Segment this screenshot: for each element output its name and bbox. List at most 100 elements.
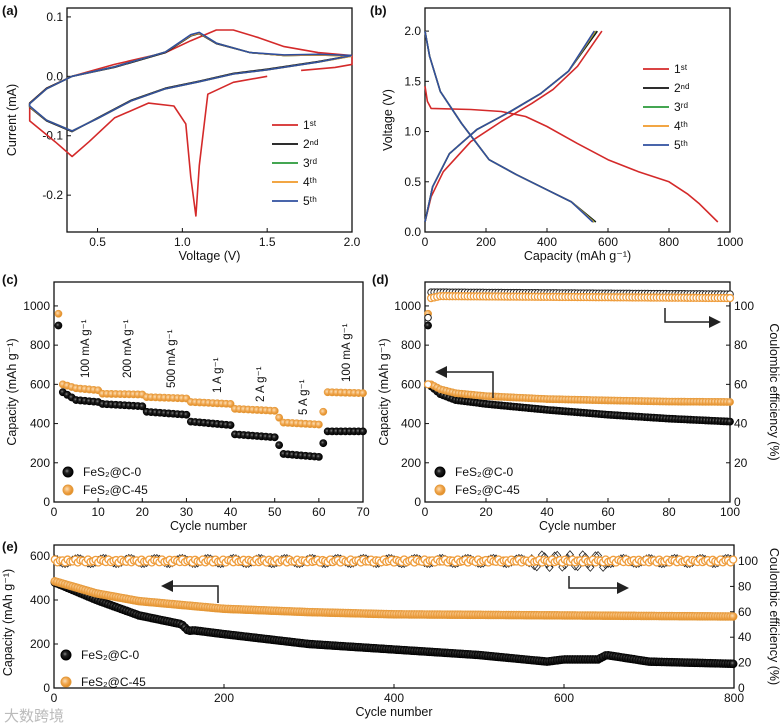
series-line: [424, 30, 596, 223]
data-point: [725, 293, 735, 303]
x-tick-label: 30: [180, 505, 194, 519]
x-tick-label: 600: [598, 235, 618, 249]
y2-tick-label: 60: [738, 605, 752, 619]
series-line: [424, 30, 597, 223]
rate-label: 200 mA g⁻¹: [122, 319, 134, 378]
watermark: 大数跨境: [4, 707, 64, 723]
y-tick-label: 800: [401, 338, 421, 352]
y2-tick-label: 80: [734, 338, 748, 352]
x-tick-label: 100: [720, 505, 740, 519]
legend-label: 2ⁿᵈ: [674, 81, 690, 95]
arrow-left-axis: [161, 580, 219, 603]
x-tick-label: 800: [659, 235, 679, 249]
data-point: [729, 555, 738, 564]
series-line: [424, 30, 603, 223]
legend-label: FeS₂@C-0: [83, 465, 142, 479]
series-line: [424, 86, 719, 223]
series-line: [424, 30, 598, 223]
data-point: [319, 439, 328, 448]
y-tick-label: 200: [30, 637, 50, 651]
y-tick-label: 200: [401, 456, 421, 470]
legend-marker: [434, 466, 446, 478]
x-tick-label: 1000: [717, 235, 744, 249]
x-tick-label: 2.0: [344, 235, 361, 249]
rate-label: 100 mA g⁻¹: [80, 319, 92, 378]
y2-tick-label: 20: [738, 656, 752, 670]
y-tick-label: 400: [401, 417, 421, 431]
legend-label: FeS₂@C-45: [81, 675, 146, 689]
legend-label: 1ˢᵗ: [674, 62, 688, 76]
data-point: [182, 410, 191, 419]
x-tick-label: 0: [51, 505, 58, 519]
x-tick-label: 200: [214, 691, 234, 705]
panel-label-c: (c): [2, 272, 18, 287]
data-point: [319, 407, 328, 416]
x-axis-title: Cycle number: [539, 519, 616, 533]
y2-tick-label: 0: [738, 681, 745, 695]
y2-tick-label: 40: [738, 630, 752, 644]
arrow-left-axis: [435, 366, 494, 398]
data-point: [728, 612, 738, 621]
y-tick-label: 1.0: [404, 125, 421, 139]
x-tick-label: 0: [51, 691, 58, 705]
legend-label: 3ʳᵈ: [303, 156, 318, 170]
legend-label: 4ᵗʰ: [674, 119, 688, 133]
y-tick-label: 0.0: [46, 69, 63, 83]
legend-marker: [62, 466, 74, 478]
data-point: [270, 406, 279, 415]
legend-label: 2ⁿᵈ: [303, 137, 319, 151]
data-point: [54, 309, 63, 318]
y-tick-label: 2.0: [404, 24, 421, 38]
y-axis-title: Capacity (mAh g⁻¹): [1, 569, 15, 676]
x-tick-label: 400: [537, 235, 557, 249]
rate-label: 5 A g⁻¹: [298, 379, 310, 415]
legend-label: 3ʳᵈ: [674, 100, 689, 114]
x-tick-label: 400: [384, 691, 404, 705]
x-tick-label: 800: [724, 691, 744, 705]
data-point: [424, 321, 432, 330]
data-point: [726, 417, 734, 426]
y-tick-label: 600: [30, 377, 50, 391]
data-point: [599, 562, 608, 572]
rate-label: 100 mA g⁻¹: [341, 323, 353, 382]
series-line: [424, 30, 595, 223]
series-line: [28, 31, 353, 132]
data-point: [275, 441, 284, 450]
y-tick-label: -0.2: [42, 188, 63, 202]
y-tick-label: 200: [30, 456, 50, 470]
y-tick-label: 1000: [394, 299, 421, 313]
panel-label-a: (a): [2, 3, 18, 18]
data-point: [726, 398, 734, 406]
x-axis-title: Voltage (V): [179, 249, 241, 263]
plot-frame-d: [424, 281, 731, 503]
y-axis-title: Voltage (V): [381, 89, 395, 151]
y-tick-label: 400: [30, 417, 50, 431]
data-point: [359, 427, 367, 436]
y-tick-label: 0: [43, 681, 50, 695]
legend-label: 5ᵗʰ: [303, 194, 317, 208]
y2-tick-label: 80: [738, 579, 752, 593]
data-point: [226, 421, 235, 430]
series-line: [424, 30, 595, 223]
y2-tick-label: 60: [734, 377, 748, 391]
data-point: [728, 659, 738, 669]
y-tick-label: 1000: [23, 299, 50, 313]
legend-label: 4ᵗʰ: [303, 175, 317, 189]
x-tick-label: 60: [601, 505, 615, 519]
x-tick-label: 1.0: [174, 235, 191, 249]
legend-marker: [60, 676, 72, 688]
data-point: [226, 400, 235, 408]
legend-marker: [60, 649, 72, 661]
series-line: [28, 32, 353, 133]
legend-label: FeS₂@C-0: [455, 465, 514, 479]
y2-tick-label: 100: [734, 299, 754, 313]
x-tick-label: 20: [479, 505, 493, 519]
legend-label: FeS₂@C-45: [83, 483, 148, 497]
rate-label: 500 mA g⁻¹: [166, 329, 178, 388]
x-tick-label: 80: [662, 505, 676, 519]
x-tick-label: 50: [268, 505, 282, 519]
y-tick-label: 800: [30, 338, 50, 352]
y-tick-label: 600: [30, 549, 50, 563]
data-point: [545, 562, 554, 572]
y2-tick-label: 100: [738, 554, 758, 568]
